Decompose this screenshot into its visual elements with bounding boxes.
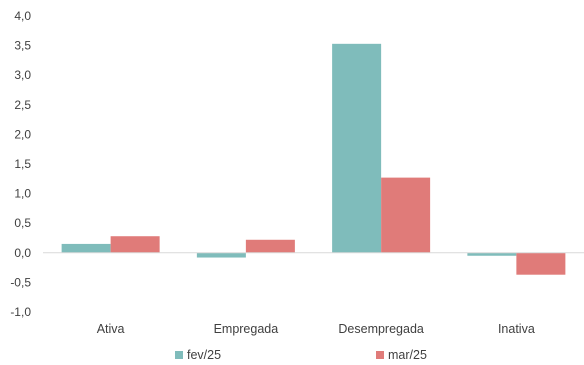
legend-label: fev/25 — [187, 348, 221, 362]
y-axis-ticks: -1,0 -0,5 0,0 0,5 1,0 1,5 2,0 2,5 3,0 3,5 4,0 — [10, 9, 31, 319]
y-tick-label: 0,0 — [14, 246, 31, 260]
bar-inativa-fev25 — [467, 252, 517, 256]
bar-empregada-fev25 — [196, 252, 246, 258]
x-category-label: Desempregada — [338, 322, 424, 336]
bar-ativa-mar25 — [110, 236, 160, 253]
y-tick-label: 1,0 — [14, 187, 31, 201]
y-tick-label: 2,5 — [14, 98, 31, 112]
y-tick-label: 3,0 — [14, 68, 31, 82]
legend-swatch — [376, 351, 384, 359]
bar-desempregada-mar25 — [381, 177, 431, 253]
bar-desempregada-fev25 — [332, 43, 382, 253]
x-axis-categories: Ativa Empregada Desempregada Inativa — [97, 322, 535, 336]
y-tick-label: -1,0 — [10, 305, 31, 319]
bars — [61, 43, 566, 275]
y-tick-label: 3,5 — [14, 39, 31, 53]
legend: fev/25 mar/25 — [175, 348, 427, 362]
legend-label: mar/25 — [388, 348, 427, 362]
y-tick-label: 1,5 — [14, 157, 31, 171]
x-category-label: Empregada — [214, 322, 279, 336]
bar-inativa-mar25 — [516, 252, 566, 275]
bar-ativa-fev25 — [61, 243, 111, 253]
y-tick-label: 0,5 — [14, 216, 31, 230]
y-tick-label: 4,0 — [14, 9, 31, 23]
x-category-label: Inativa — [498, 322, 535, 336]
y-tick-label: -0,5 — [10, 275, 31, 289]
bar-empregada-mar25 — [245, 239, 295, 253]
y-tick-label: 2,0 — [14, 127, 31, 141]
x-category-label: Ativa — [97, 322, 125, 336]
legend-swatch — [175, 351, 183, 359]
